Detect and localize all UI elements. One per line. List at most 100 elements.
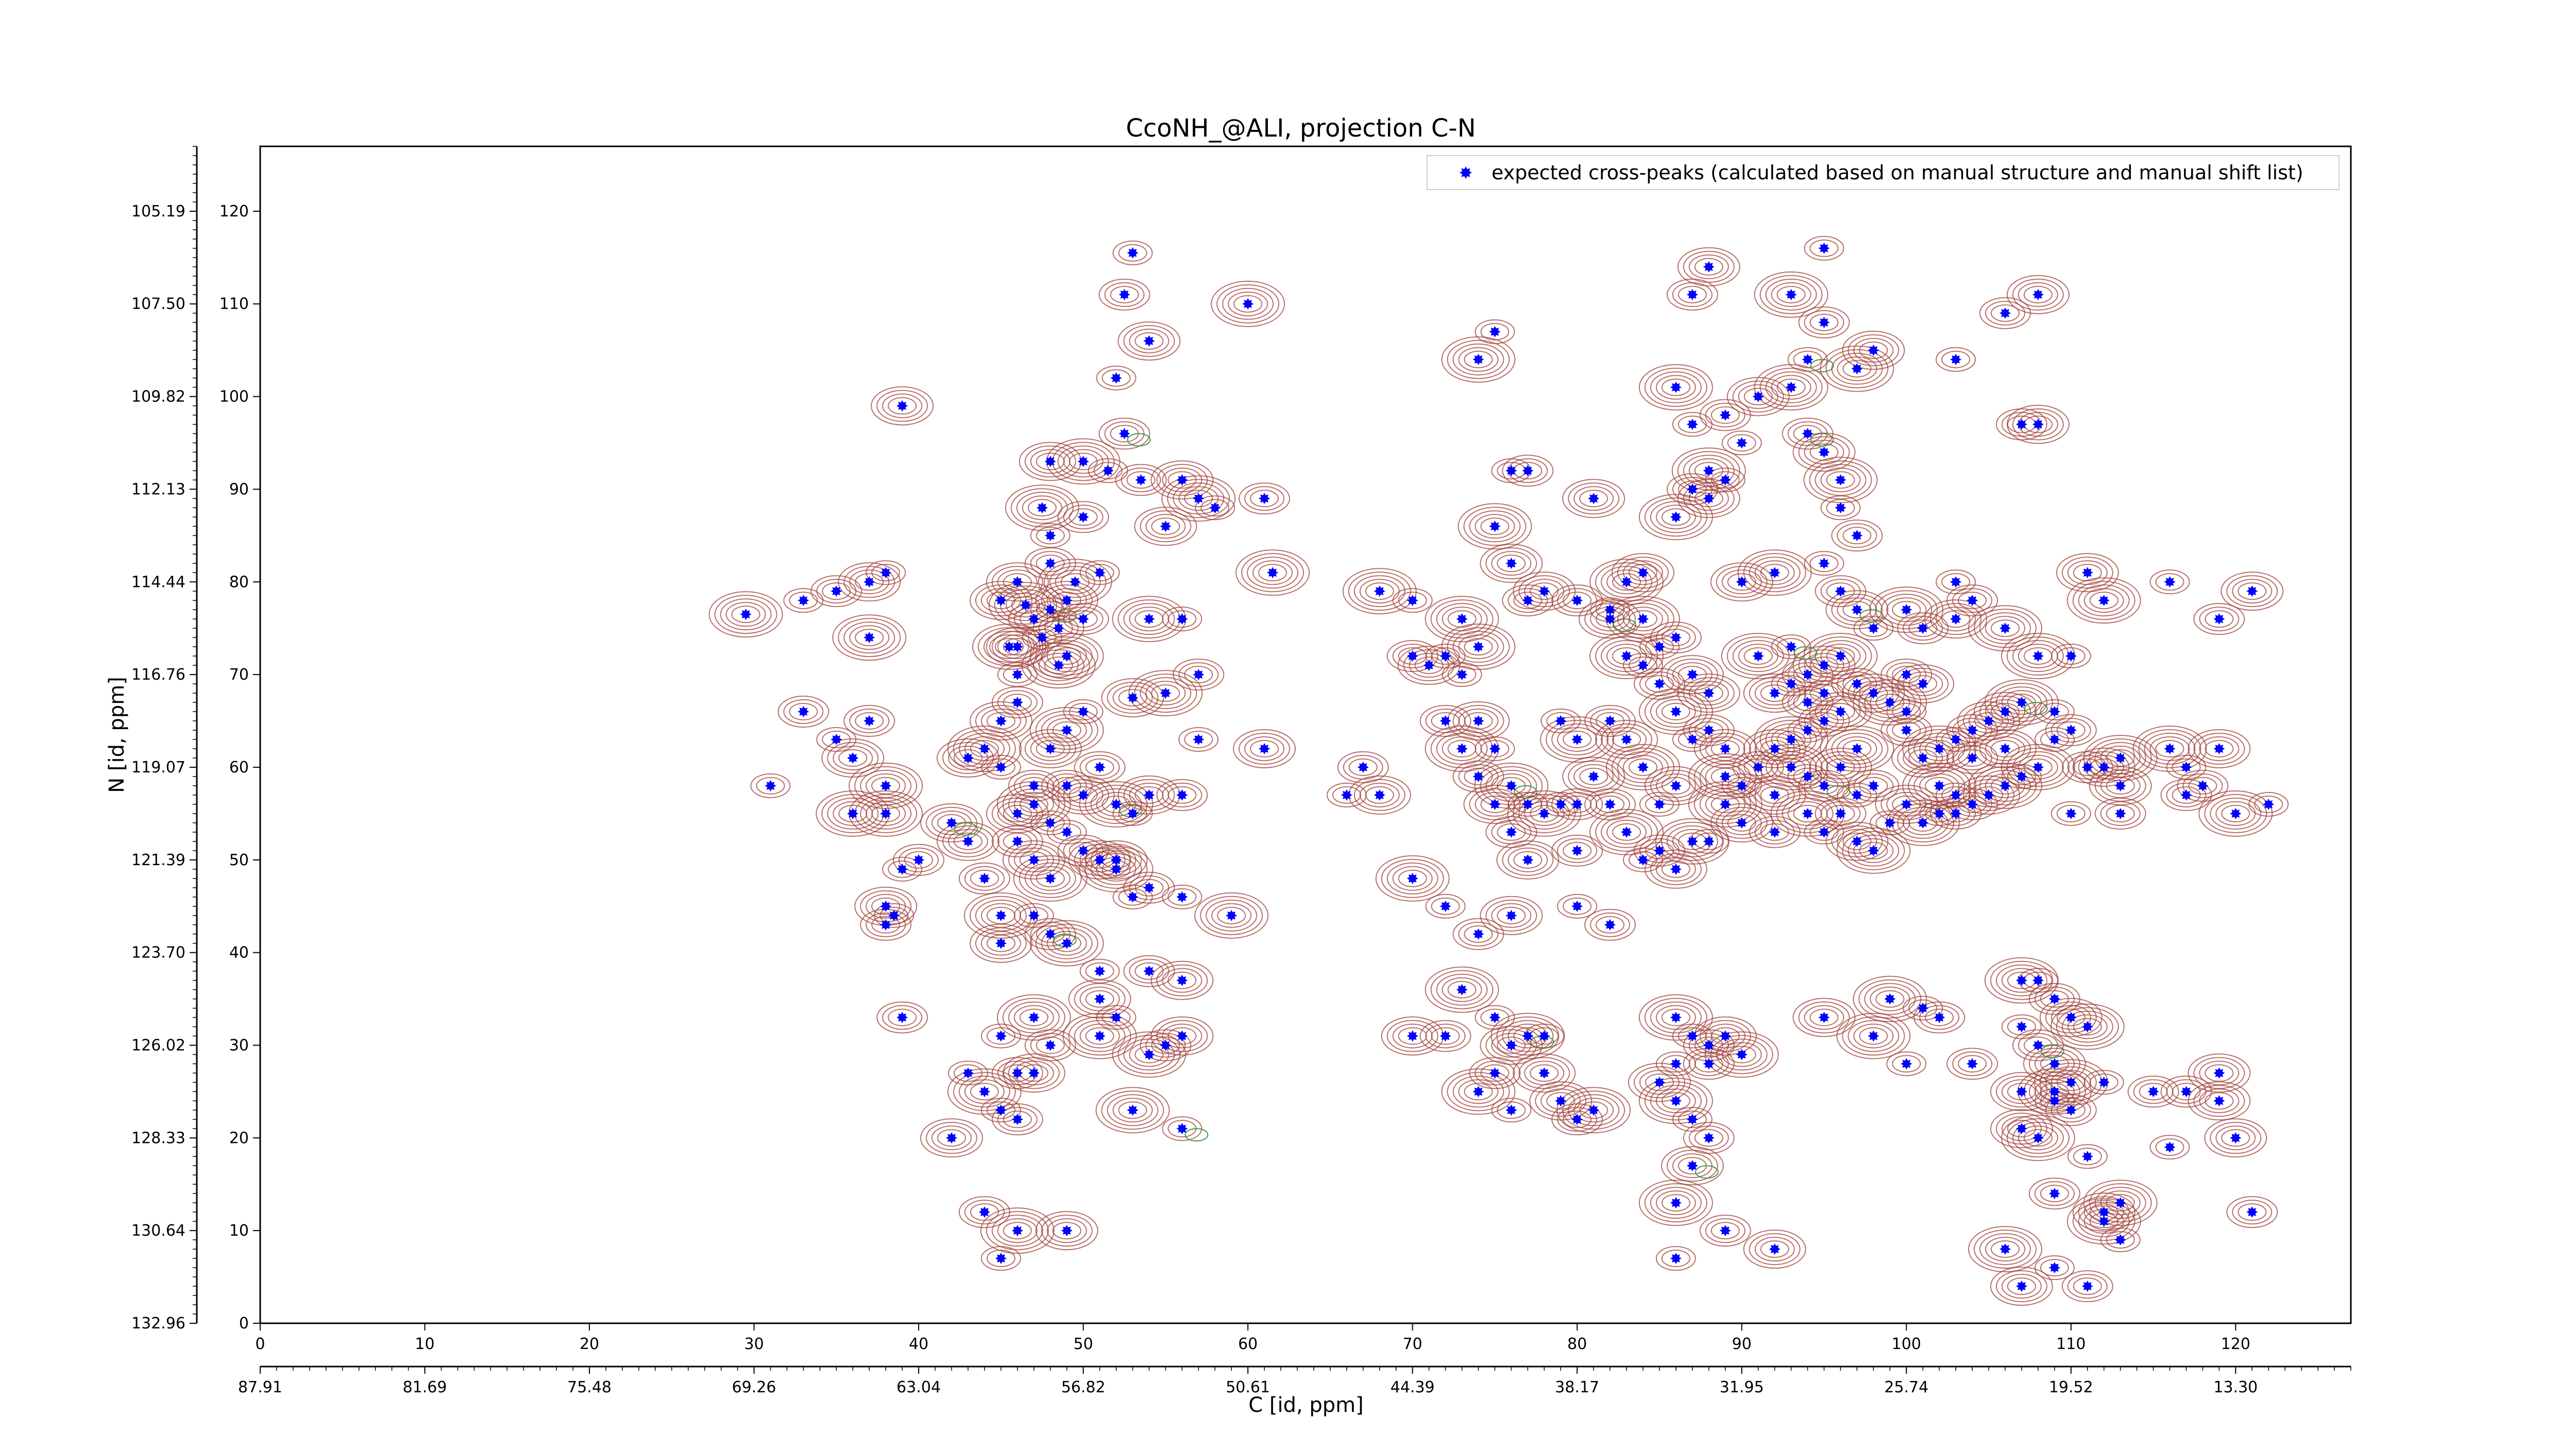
cross-peak-point — [1439, 1030, 1451, 1042]
contour-ring — [1974, 786, 2003, 804]
cross-peak-point — [863, 576, 875, 588]
cross-peak-point — [1818, 1012, 1830, 1023]
contour-ring — [855, 573, 884, 591]
contour-ring — [1562, 479, 1625, 518]
contour-ring — [876, 390, 928, 422]
x-ppm-tick-label: 50.61 — [1226, 1378, 1270, 1396]
cross-peak-point — [1036, 632, 1048, 644]
contour-ring — [866, 560, 906, 585]
contour-ring — [1475, 736, 1515, 761]
cross-peak-point — [1472, 770, 1484, 782]
cross-peak-point — [1077, 511, 1089, 523]
cross-peak-point — [1967, 724, 1978, 736]
contour-ring — [1184, 490, 1213, 508]
contour-ring — [1573, 764, 1614, 789]
contour-ring — [1556, 1087, 1631, 1134]
x-tick-label: 90 — [1732, 1335, 1752, 1353]
contour-ring — [1924, 599, 1988, 639]
contour-ring — [2006, 1118, 2070, 1158]
cross-peak-point — [1999, 1243, 2011, 1255]
contour-ring — [1464, 638, 1493, 656]
contour-ring — [2166, 782, 2207, 807]
cross-peak-point — [1357, 761, 1369, 773]
cross-peak-point — [978, 872, 990, 884]
contour-ring — [1115, 464, 1167, 496]
contour-ring — [2023, 647, 2053, 665]
contour-ring — [1057, 603, 1109, 635]
cross-peak-point — [995, 937, 1007, 949]
contour-ring — [1985, 1237, 2025, 1262]
contour-ring — [1787, 764, 1828, 789]
contour-ring — [2040, 1185, 2069, 1203]
contour-ring — [1107, 1094, 1159, 1126]
contour-ring — [1612, 647, 1641, 665]
contour-ring — [1952, 1051, 1993, 1076]
contour-ring — [1129, 875, 1170, 900]
contour-ring — [1925, 1008, 1954, 1026]
contour-ring — [1184, 731, 1213, 748]
cross-peak-point — [2230, 1132, 2242, 1144]
contour-ring — [1677, 480, 1707, 498]
contour-ring — [1958, 749, 1987, 767]
contour-ring — [1984, 679, 2059, 726]
contour-ring — [2072, 1202, 2136, 1241]
contour-ring — [1069, 786, 1098, 804]
x-tick-label: 20 — [580, 1335, 599, 1353]
cross-peak-point — [1143, 965, 1155, 977]
cross-peak-point — [1654, 798, 1665, 810]
contour-ring — [1112, 884, 1153, 909]
contour-ring — [2133, 1079, 2174, 1104]
contour-ring — [1903, 671, 1943, 697]
contour-ring — [2040, 1259, 2069, 1277]
contour-ring — [1870, 690, 1910, 715]
contour-ring — [2023, 1044, 2086, 1084]
contour-ring — [1908, 675, 1938, 693]
cross-peak-point — [1028, 780, 1040, 791]
cross-peak-point — [798, 595, 809, 606]
contour-ring — [1710, 406, 1740, 424]
contour-ring — [970, 1203, 999, 1221]
cross-peak-point — [880, 780, 892, 791]
y-tick-label: 110 — [219, 295, 249, 313]
cross-peak-point — [1011, 641, 1023, 653]
cross-peak-point — [1069, 576, 1081, 588]
contour-ring — [1705, 1218, 1745, 1243]
contour-ring — [1897, 668, 1949, 700]
cross-peak-point — [2065, 1104, 2077, 1116]
contour-ring — [843, 621, 895, 654]
contour-ring — [1645, 638, 1674, 656]
cross-peak-point — [995, 595, 1007, 606]
contour-ring — [1650, 769, 1702, 802]
contour-ring — [1655, 1190, 1696, 1216]
negative-contour-ring — [2040, 1044, 2064, 1058]
cross-peak-point — [1802, 807, 1814, 819]
cross-peak-point — [1538, 807, 1550, 819]
contour-ring — [2089, 1073, 2119, 1091]
cross-peak-point — [1950, 789, 1962, 801]
contour-ring — [937, 821, 999, 861]
cross-peak-point — [1160, 1039, 1172, 1051]
contour-ring — [2007, 1277, 2036, 1295]
contour-ring — [1655, 504, 1696, 530]
cross-peak-point — [1769, 1243, 1781, 1255]
contour-ring — [975, 927, 1027, 959]
cross-peak-point — [1406, 595, 1418, 606]
cross-peak-point — [995, 1030, 1007, 1042]
contour-ring — [1858, 979, 1922, 1019]
contour-ring — [2012, 408, 2064, 441]
x-ppm-axis: 87.91 81.69 75.48 69.26 63.04 56.82 50.61 44.39… — [238, 1366, 2351, 1396]
contour-ring — [1688, 254, 1729, 279]
contour-ring — [2188, 1053, 2251, 1093]
contour-ring — [1629, 851, 1657, 869]
contour-ring — [1650, 696, 1702, 728]
contour-ring — [991, 1215, 1043, 1247]
contour-ring — [904, 851, 934, 869]
contour-ring — [2138, 729, 2201, 768]
contour-ring — [2199, 736, 2240, 761]
contour-ring — [1743, 729, 1806, 768]
contour-ring — [1694, 258, 1723, 276]
contour-ring — [1908, 814, 1938, 832]
contour-ring — [871, 916, 901, 934]
contour-ring — [1480, 740, 1510, 757]
contour-ring — [969, 581, 1032, 620]
